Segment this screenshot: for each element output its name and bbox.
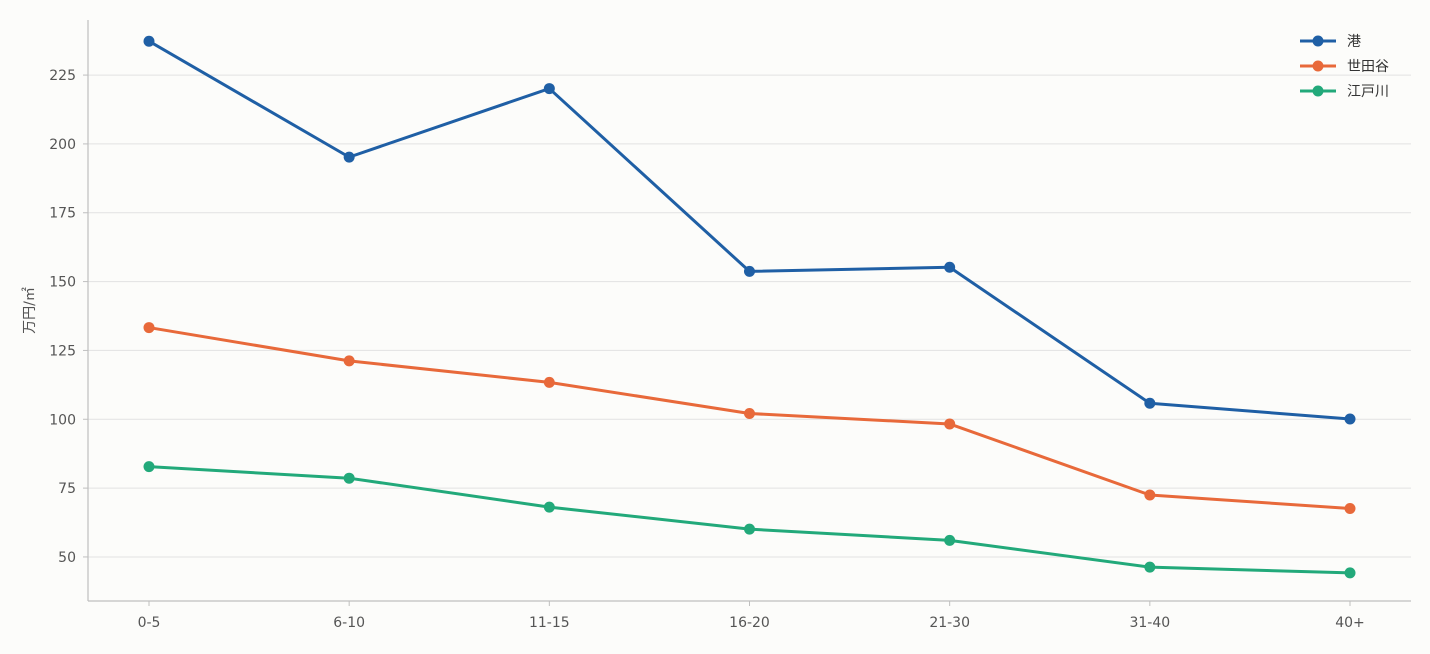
- data-point: [744, 523, 755, 535]
- data-point: [1144, 397, 1156, 409]
- data-point: [543, 376, 555, 388]
- gridlines: [88, 74, 1411, 558]
- y-tick-label: 125: [49, 343, 76, 359]
- x-tick-label: 16-20: [729, 615, 770, 631]
- y-tick-label: 175: [49, 206, 76, 222]
- data-point: [944, 418, 956, 430]
- data-point: [343, 151, 355, 163]
- data-point: [744, 407, 755, 419]
- x-tick-label: 31-40: [1129, 615, 1170, 631]
- legend-label: 港: [1347, 34, 1361, 50]
- y-tick-label: 100: [49, 412, 76, 428]
- data-point: [1344, 413, 1356, 425]
- legend-label: 世田谷: [1347, 59, 1389, 75]
- data-point: [543, 501, 555, 513]
- data-point: [143, 461, 155, 473]
- data-point: [1344, 567, 1356, 579]
- data-point: [343, 355, 355, 367]
- legend-marker: [1312, 35, 1324, 47]
- data-point: [1144, 561, 1156, 573]
- series-line: [147, 39, 1352, 421]
- data-point: [343, 472, 355, 484]
- x-tick-label: 21-30: [929, 615, 970, 631]
- y-tick-label: 150: [49, 275, 76, 291]
- legend-marker: [1312, 85, 1324, 97]
- legend-item: 世田谷: [1300, 59, 1389, 75]
- data-point: [744, 265, 755, 277]
- y-tick-label: 75: [58, 481, 76, 497]
- series-1: [143, 35, 1356, 425]
- y-tick-label: 225: [49, 68, 76, 84]
- data-point: [143, 322, 155, 334]
- y-tick-label: 50: [58, 550, 76, 566]
- data-point: [543, 83, 555, 95]
- axes: 50 75 100 125 150 175 200 225 0-5 6-10 11-15 16-20 2…: [49, 20, 1411, 631]
- data-point: [944, 534, 956, 546]
- y-axis-title: 万円/㎡: [22, 287, 38, 334]
- data-point: [1144, 489, 1156, 501]
- data-point: [944, 261, 956, 273]
- legend-marker: [1312, 60, 1324, 72]
- data-point: [143, 35, 155, 47]
- series-3: [143, 461, 1356, 579]
- legend-label: 江戸川: [1347, 84, 1389, 100]
- series-2: [143, 322, 1356, 514]
- legend-item: 港: [1300, 34, 1361, 50]
- x-tick-label: 0-5: [138, 615, 161, 631]
- data-point: [1344, 502, 1356, 514]
- legend-item: 江戸川: [1300, 84, 1389, 100]
- series-lines: [143, 35, 1356, 579]
- x-tick-label: 40+: [1335, 615, 1365, 631]
- x-tick-label: 11-15: [529, 615, 570, 631]
- x-tick-label: 6-10: [333, 615, 365, 631]
- y-tick-label: 200: [49, 137, 76, 153]
